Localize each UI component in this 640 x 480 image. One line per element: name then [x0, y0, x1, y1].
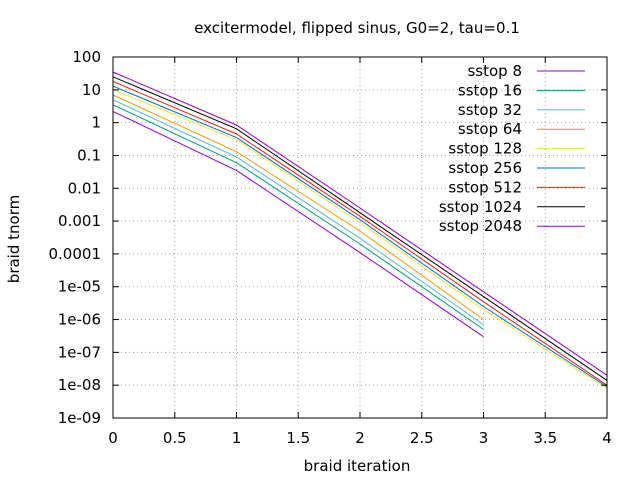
x-axis-label: braid iteration [304, 457, 411, 475]
x-tick-label: 1 [232, 429, 242, 447]
x-tick-label: 3.5 [533, 429, 557, 447]
legend-label: sstop 16 [458, 81, 522, 99]
y-axis-label: braid tnorm [5, 195, 23, 283]
y-tick-label: 100 [72, 48, 101, 66]
y-tick-label: 0.01 [68, 179, 101, 197]
legend-label: sstop 2048 [439, 217, 522, 235]
series-line [112, 89, 608, 389]
y-tick-label: 1e-07 [58, 343, 101, 361]
chart-title: excitermodel, flipped sinus, G0=2, tau=0… [194, 19, 520, 37]
series-line [112, 99, 484, 326]
y-tick-label: 10 [82, 81, 101, 99]
legend-label: sstop 256 [448, 159, 522, 177]
y-tick-label: 1e-08 [58, 376, 101, 394]
y-tick-label: 0.001 [58, 212, 101, 230]
legend-label: sstop 32 [458, 101, 522, 119]
y-tick-label: 1 [91, 114, 101, 132]
legend-label: sstop 64 [458, 120, 522, 138]
y-tick-label: 1e-06 [58, 311, 101, 329]
x-tick-label: 1.5 [286, 429, 310, 447]
series-line [112, 71, 608, 376]
legend-label: sstop 8 [467, 62, 522, 80]
x-axis-ticks: 0 0.5 1 1.5 2 2.5 3 3.5 4 [108, 57, 612, 447]
series-line [112, 94, 484, 320]
series-line [112, 110, 484, 338]
grid-lines [113, 57, 607, 418]
y-tick-label: 0.1 [77, 146, 101, 164]
y-tick-label: 1e-09 [58, 409, 101, 427]
series-line [112, 85, 608, 388]
x-tick-label: 0.5 [163, 429, 187, 447]
legend-label: sstop 512 [448, 178, 522, 196]
x-tick-label: 0 [108, 429, 118, 447]
x-tick-label: 3 [479, 429, 489, 447]
series-line [112, 76, 608, 381]
series-line [112, 104, 484, 330]
series-lines [112, 71, 608, 389]
legend-label: sstop 128 [448, 140, 522, 158]
x-tick-label: 2.5 [410, 429, 434, 447]
series-line [112, 80, 608, 386]
y-tick-label: 1e-05 [58, 278, 101, 296]
x-tick-label: 4 [602, 429, 612, 447]
y-tick-label: 0.0001 [49, 245, 102, 263]
y-axis-ticks: 1e-09 1e-08 1e-07 1e-06 1e-05 0.0001 0.001 0.01… [49, 48, 607, 427]
x-tick-label: 2 [355, 429, 365, 447]
legend-label: sstop 1024 [439, 198, 522, 216]
